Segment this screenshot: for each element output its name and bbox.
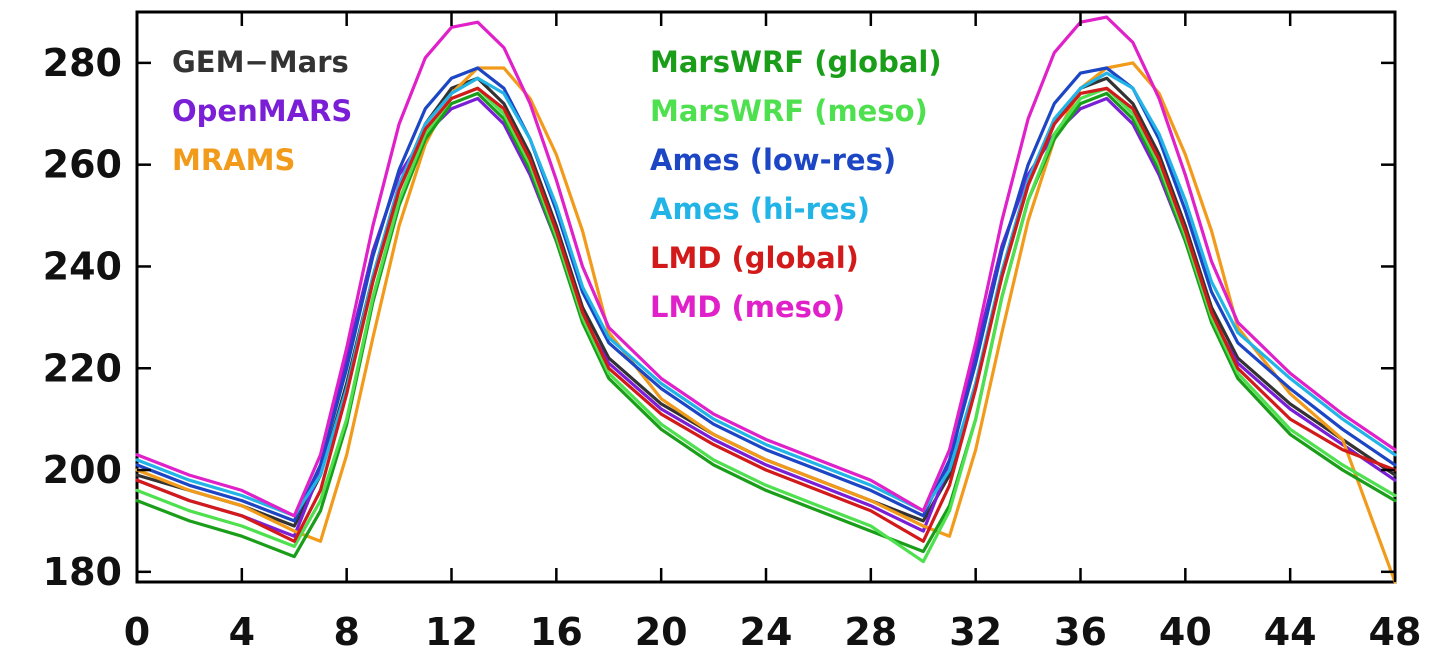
x-tick-label: 44 bbox=[1264, 610, 1317, 654]
x-tick-label: 4 bbox=[229, 610, 255, 654]
x-tick-label: 40 bbox=[1159, 610, 1212, 654]
legend-entry: Ames (low-res) bbox=[650, 143, 896, 177]
legend-entry: GEM−Mars bbox=[172, 45, 349, 79]
x-tick-label: 16 bbox=[530, 610, 583, 654]
x-tick-label: 20 bbox=[635, 610, 688, 654]
x-tick-label: 24 bbox=[740, 610, 793, 654]
y-tick-label: 240 bbox=[43, 244, 122, 288]
legend-entry: MRAMS bbox=[172, 143, 295, 177]
x-tick-label: 12 bbox=[425, 610, 478, 654]
y-tick-labels: 180 200 220 240 260 280 bbox=[43, 41, 122, 594]
x-tick-label: 0 bbox=[124, 610, 150, 654]
legend-entry: LMD (meso) bbox=[650, 290, 845, 324]
series-lines bbox=[135, 15, 1397, 584]
legend-entry: LMD (global) bbox=[650, 241, 859, 275]
x-tick-label: 32 bbox=[949, 610, 1002, 654]
legend: GEM−Mars OpenMARS MRAMS MarsWRF (global) Mar… bbox=[172, 45, 942, 324]
legend-entry: OpenMARS bbox=[172, 94, 352, 128]
legend-entry: MarsWRF (global) bbox=[650, 45, 942, 79]
x-tick-labels: 0 4 8 12 16 20 24 28 32 36 40 44 48 bbox=[124, 610, 1422, 654]
legend-entry: Ames (hi-res) bbox=[650, 192, 870, 226]
series-line-4 bbox=[135, 86, 1397, 564]
x-tick-label: 8 bbox=[333, 610, 359, 654]
series-line-7 bbox=[135, 86, 1397, 543]
legend-entry: MarsWRF (meso) bbox=[650, 94, 928, 128]
axis-ticks bbox=[135, 12, 1397, 582]
x-tick-label: 36 bbox=[1054, 610, 1107, 654]
series-line-2 bbox=[135, 61, 1397, 584]
y-tick-label: 180 bbox=[43, 550, 122, 594]
x-tick-label: 48 bbox=[1369, 610, 1422, 654]
y-tick-label: 260 bbox=[43, 143, 122, 187]
y-tick-label: 220 bbox=[43, 346, 122, 390]
series-line-8 bbox=[135, 15, 1397, 518]
y-tick-label: 280 bbox=[43, 41, 122, 85]
y-tick-label: 200 bbox=[43, 448, 122, 492]
x-tick-label: 28 bbox=[844, 610, 897, 654]
series-line-5 bbox=[135, 66, 1397, 523]
